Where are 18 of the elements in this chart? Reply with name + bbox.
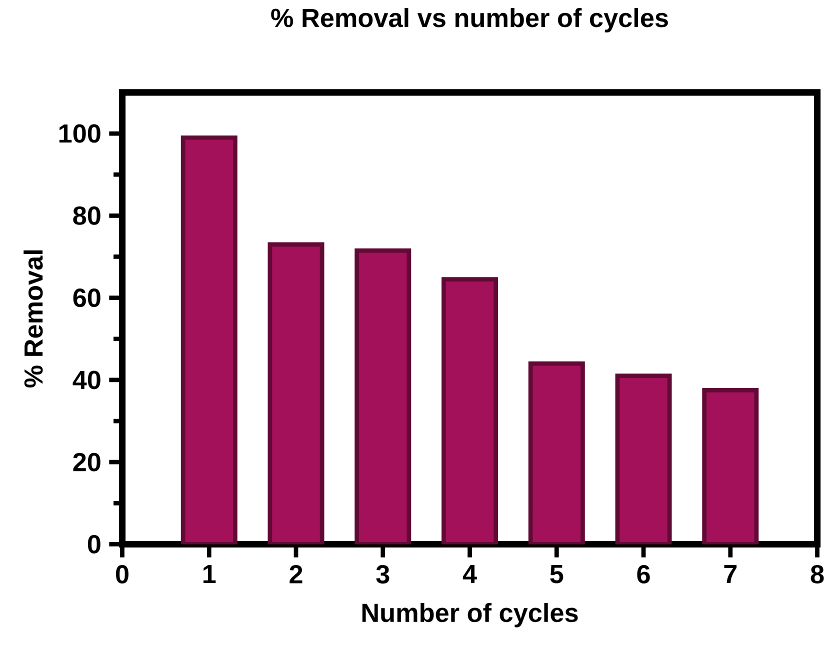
x-tick-label: 1 bbox=[203, 564, 216, 583]
y-tick-label: 20 bbox=[73, 452, 100, 472]
x-tick-label: 7 bbox=[724, 564, 737, 583]
x-tick-label: 4 bbox=[462, 564, 477, 583]
x-tick-label: 6 bbox=[637, 564, 650, 584]
x-axis-title: Number of cycles bbox=[362, 602, 578, 628]
y-tick-label: 100 bbox=[59, 124, 100, 143]
x-tick-label: 0 bbox=[116, 564, 128, 584]
y-tick-label: 60 bbox=[73, 288, 100, 307]
x-tick-label: 3 bbox=[376, 564, 390, 584]
x-tick-label: 5 bbox=[550, 564, 564, 584]
chart-title: % Removal vs number of cycles bbox=[271, 8, 668, 32]
y-axis-title: % Removal bbox=[24, 250, 43, 388]
y-tick-label: 40 bbox=[72, 370, 100, 390]
y-tick-label: 80 bbox=[73, 206, 100, 225]
x-tick-label: 2 bbox=[290, 564, 302, 584]
x-tick-label: 8 bbox=[810, 564, 824, 584]
y-tick-label: 0 bbox=[88, 534, 100, 554]
